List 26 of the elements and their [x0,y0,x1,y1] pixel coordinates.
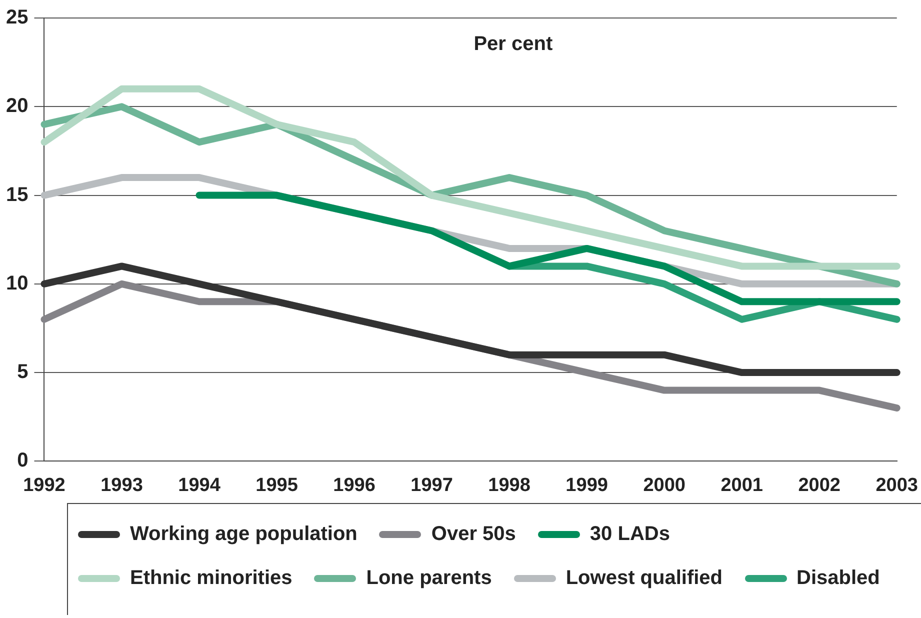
x-tick-label: 1997 [410,474,453,496]
x-tick-label: 2001 [720,474,764,496]
y-tick-label: 5 [17,361,28,384]
y-tick-label: 25 [6,6,28,29]
x-tick-label: 1994 [178,474,221,496]
legend-label: Disabled [796,566,880,590]
x-tick-label: 1996 [333,474,376,496]
legend-label: Lowest qualified [566,566,723,590]
y-tick-label: 15 [6,184,28,206]
x-tick-label: 2000 [643,474,686,496]
y-axis-title: Per cent [474,33,553,55]
x-tick-label: 1992 [23,474,66,496]
x-tick-label: 1998 [488,474,530,496]
x-tick-label: 2003 [876,474,918,496]
x-tick-label: 1993 [100,474,143,496]
legend-label: 30 LADs [590,522,670,546]
legend-label: Working age population [130,522,358,546]
x-tick-label: 2002 [798,474,840,496]
x-tick-label: 1995 [256,474,298,496]
y-tick-label: 0 [17,450,28,472]
legend-label: Ethnic minorities [130,566,292,590]
x-tick-label: 1999 [566,474,608,496]
y-tick-label: 10 [6,272,28,294]
legend-label: Lone parents [366,566,492,590]
y-tick-label: 20 [6,95,28,118]
legend-label: Over 50s [431,522,516,546]
